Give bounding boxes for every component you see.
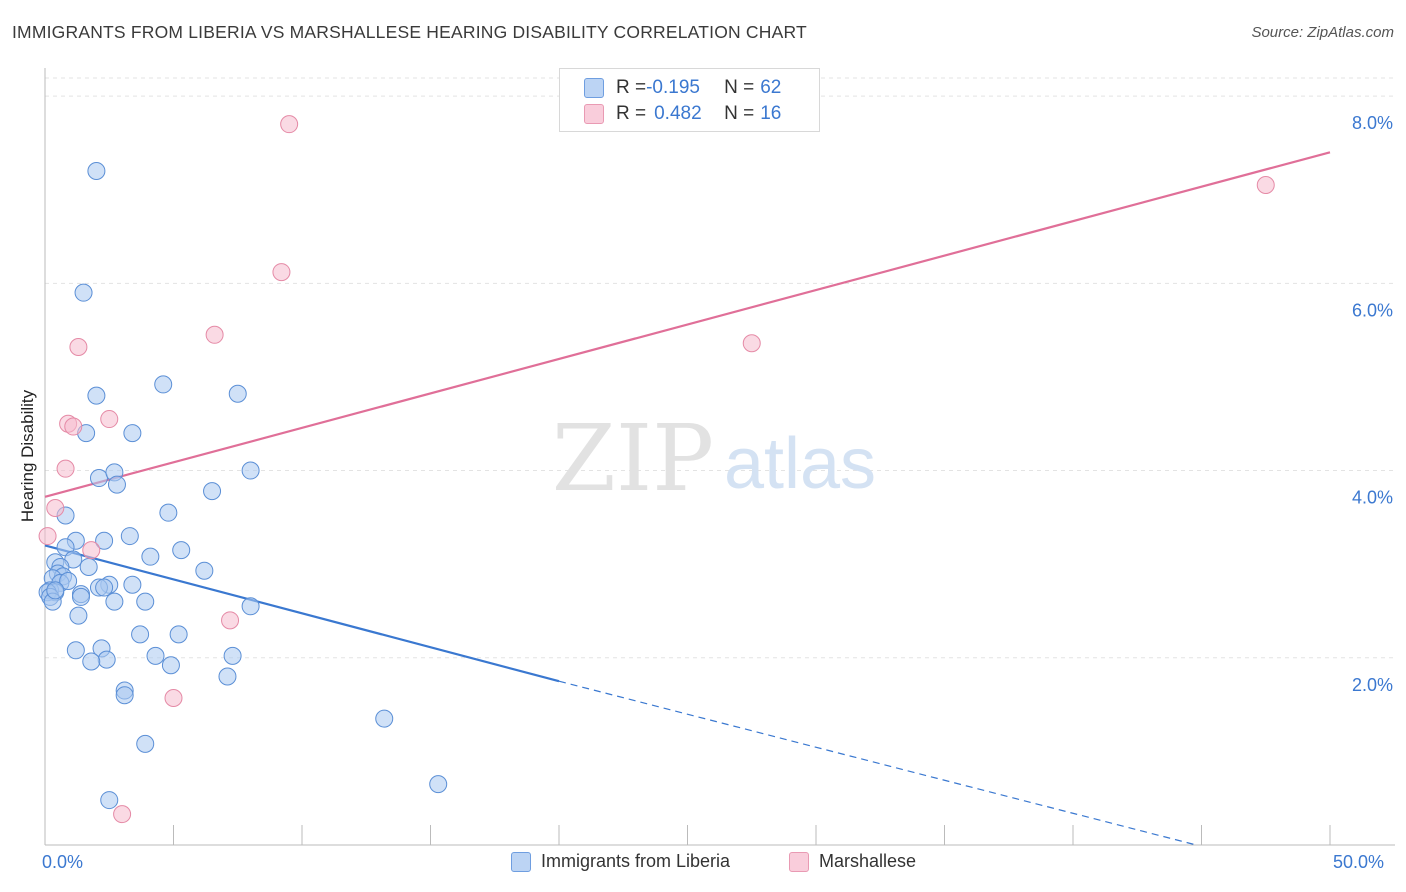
data-point-liberia	[429, 775, 448, 794]
legend-label-liberia: Immigrants from Liberia	[541, 851, 731, 871]
legend-item-liberia: Immigrants from Liberia	[511, 851, 730, 872]
data-point-marshallese	[205, 325, 224, 344]
data-point-marshallese	[46, 498, 65, 517]
data-point-liberia	[66, 641, 85, 660]
source-label: Source: ZipAtlas.com	[1251, 24, 1394, 41]
data-point-liberia	[136, 592, 155, 611]
data-point-marshallese	[113, 805, 132, 824]
data-point-liberia	[59, 572, 78, 591]
r-value: 0.482	[654, 103, 702, 124]
data-point-marshallese	[221, 611, 240, 630]
data-point-liberia	[107, 475, 126, 494]
data-point-liberia	[120, 527, 139, 546]
data-point-liberia	[223, 646, 242, 665]
liberia-swatch	[584, 78, 604, 98]
data-point-liberia	[100, 791, 119, 810]
data-point-liberia	[123, 424, 142, 443]
legend-row-marshallese: R = 0.482 N = 16	[584, 101, 781, 127]
x-max-label: 50.0%	[1333, 852, 1385, 872]
data-point-liberia	[69, 606, 88, 625]
data-point-liberia	[95, 578, 114, 597]
liberia-swatch	[511, 851, 531, 872]
data-point-liberia	[203, 482, 222, 501]
data-point-liberia	[79, 557, 98, 576]
n-value: 16	[760, 103, 782, 124]
data-point-marshallese	[272, 263, 291, 282]
data-point-liberia	[195, 561, 214, 580]
data-point-marshallese	[56, 459, 75, 478]
correlation-legend: R = -0.195 N = 62 R = 0.482 N = 16	[559, 68, 820, 132]
data-point-liberia	[87, 386, 106, 405]
data-point-liberia	[46, 581, 65, 600]
data-point-liberia	[169, 625, 188, 644]
data-point-marshallese	[64, 417, 83, 436]
n-label: N =	[724, 103, 755, 124]
data-point-liberia	[141, 547, 160, 566]
watermark: ZIP atlas	[552, 405, 876, 512]
n-label: N =	[724, 77, 755, 98]
data-point-marshallese	[280, 115, 299, 134]
watermark-zip: ZIP	[552, 405, 714, 512]
data-point-marshallese	[742, 334, 761, 353]
r-label: R =	[616, 77, 647, 98]
trend-line-liberia-extension	[558, 680, 1197, 846]
data-point-liberia	[105, 592, 124, 611]
data-point-liberia	[159, 503, 178, 522]
data-point-liberia	[82, 652, 101, 671]
data-point-liberia	[136, 734, 155, 753]
data-point-liberia	[97, 650, 116, 669]
data-point-liberia	[154, 375, 173, 394]
legend-label-marshallese: Marshallese	[819, 851, 917, 871]
chart-title: IMMIGRANTS FROM LIBERIA VS MARSHALLESE H…	[12, 22, 807, 42]
data-point-liberia	[115, 686, 134, 705]
data-point-liberia	[146, 646, 165, 665]
data-point-liberia	[95, 531, 114, 550]
data-point-marshallese	[38, 527, 57, 546]
data-point-liberia	[161, 656, 180, 675]
n-value: 62	[760, 77, 782, 98]
data-point-marshallese	[164, 689, 183, 708]
legend-item-marshallese: Marshallese	[789, 851, 916, 872]
y-tick-label: 2.0%	[1352, 675, 1393, 695]
data-point-liberia	[123, 575, 142, 594]
y-tick-label: 8.0%	[1352, 113, 1393, 133]
trend-line-marshallese	[44, 151, 1331, 498]
data-point-liberia	[87, 161, 106, 180]
data-point-liberia	[241, 461, 260, 480]
y-axis-label: Hearing Disability	[18, 389, 37, 523]
data-point-marshallese	[1256, 176, 1275, 195]
trend-lines	[44, 151, 1331, 846]
data-point-liberia	[71, 587, 90, 606]
y-tick-label: 4.0%	[1352, 488, 1393, 508]
data-point-liberia	[74, 283, 93, 302]
data-point-liberia	[131, 625, 150, 644]
x-min-label: 0.0%	[42, 852, 84, 872]
watermark-atlas: atlas	[724, 424, 876, 504]
marshallese-swatch	[584, 104, 604, 124]
gridlines	[45, 77, 1395, 659]
legend-row-liberia: R = -0.195 N = 62	[584, 75, 781, 101]
marshallese-swatch	[789, 851, 809, 872]
data-point-liberia	[228, 384, 247, 403]
data-point-marshallese	[69, 337, 88, 356]
data-point-liberia	[375, 709, 394, 728]
data-point-liberia	[218, 667, 237, 686]
axes	[44, 68, 1395, 846]
data-point-liberia	[241, 597, 260, 616]
r-value: -0.195	[646, 77, 700, 98]
y-tick-label: 6.0%	[1352, 300, 1393, 320]
data-point-marshallese	[82, 541, 101, 560]
series-legend: Immigrants from Liberia Marshallese	[0, 851, 1406, 877]
data-points	[38, 115, 1275, 824]
y-tick-labels: 2.0% 4.0% 6.0% 8.0%	[1352, 113, 1393, 695]
r-label: R =	[616, 103, 647, 124]
trend-line-liberia	[44, 544, 560, 683]
data-point-liberia	[89, 469, 108, 488]
data-point-liberia	[172, 541, 191, 560]
data-point-marshallese	[100, 410, 119, 429]
